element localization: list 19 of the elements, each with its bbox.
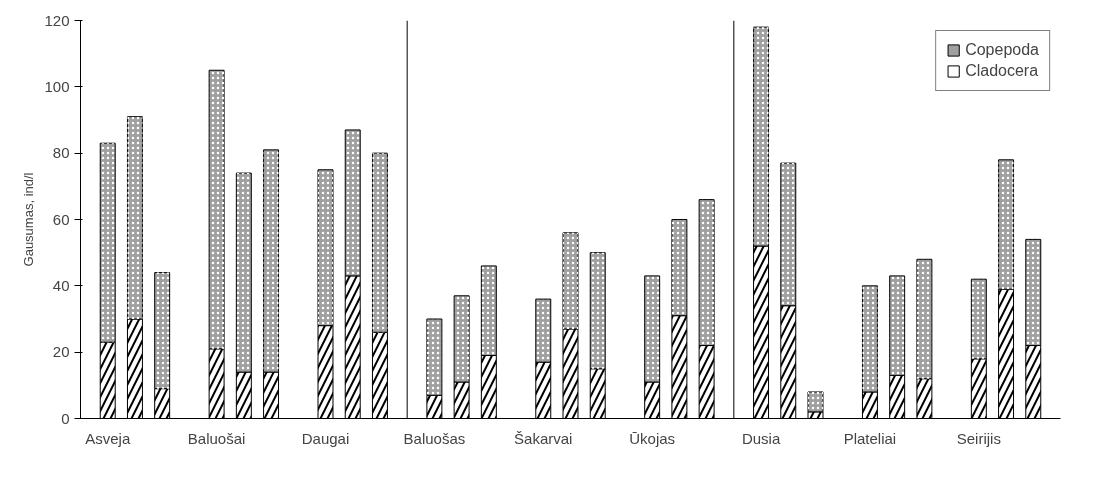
x-tick-label: Daugai xyxy=(301,429,350,447)
legend-label: Copepoda xyxy=(965,41,1039,59)
x-tick-label: Ūkojas xyxy=(629,429,676,447)
x-tick-label: Asveja xyxy=(85,429,131,447)
y-tick-label: 20 xyxy=(52,343,70,361)
legend-label: Cladocera xyxy=(965,62,1039,80)
y-tick-label: 100 xyxy=(44,77,70,95)
x-tick-label: Baluošai xyxy=(187,429,246,447)
x-tick-label: Seirijis xyxy=(956,429,1001,447)
x-tick-label: Plateliai xyxy=(843,429,897,447)
y-tick-label: 0 xyxy=(61,409,70,427)
x-tick-label: Baluošas xyxy=(403,429,466,447)
y-tick-label: 120 xyxy=(44,11,70,29)
y-tick-label: 40 xyxy=(52,276,70,294)
y-tick-label: 80 xyxy=(52,144,70,162)
y-tick-label: 60 xyxy=(52,210,70,228)
x-tick-label: Šakarvai xyxy=(514,429,573,447)
x-tick-label: Dusia xyxy=(741,429,781,447)
y-axis-title: Gausumas, ind/l xyxy=(21,172,37,267)
